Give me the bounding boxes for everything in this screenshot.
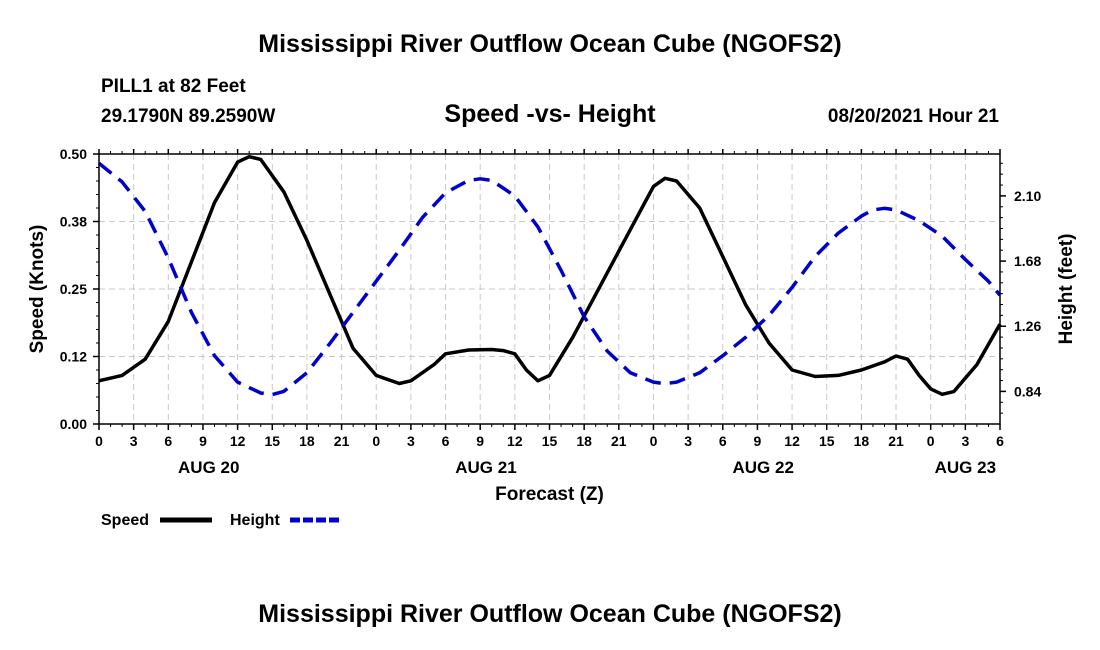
station-label: PILL1 at 82 Feet bbox=[101, 76, 246, 97]
x-tick-label: 12 bbox=[507, 433, 523, 449]
chart-subtitle: Speed -vs- Height bbox=[444, 100, 656, 128]
footer-title: Mississippi River Outflow Ocean Cube (NG… bbox=[258, 600, 842, 628]
legend-label-height: Height bbox=[230, 512, 280, 529]
day-label: AUG 20 bbox=[178, 458, 239, 477]
x-tick-label: 6 bbox=[164, 433, 172, 449]
y2-tick-label: 0.84 bbox=[1014, 383, 1041, 399]
x-tick-label: 3 bbox=[407, 433, 415, 449]
series-line-speed bbox=[98, 154, 1002, 397]
x-tick-label: 9 bbox=[754, 433, 762, 449]
y-tick-label: 0.00 bbox=[60, 416, 87, 432]
x-tick-label: 3 bbox=[961, 433, 969, 449]
legend-label-speed: Speed bbox=[101, 512, 149, 529]
day-label: AUG 23 bbox=[935, 458, 996, 477]
y-tick-label: 0.50 bbox=[60, 146, 87, 162]
x-tick-label: 0 bbox=[650, 433, 658, 449]
x-tick-label: 9 bbox=[199, 433, 207, 449]
x-tick-label: 18 bbox=[854, 433, 870, 449]
x-tick-label: 12 bbox=[784, 433, 800, 449]
y-tick-label: 0.12 bbox=[60, 349, 87, 365]
chart-title: Mississippi River Outflow Ocean Cube (NG… bbox=[258, 30, 842, 58]
x-tick-label: 0 bbox=[95, 433, 103, 449]
x-tick-label: 21 bbox=[334, 433, 350, 449]
x-tick-label: 15 bbox=[264, 433, 280, 449]
y-tick-label: 0.25 bbox=[60, 281, 87, 297]
station-coordinates: 29.1790N 89.2590W bbox=[101, 106, 276, 127]
x-tick-label: 3 bbox=[684, 433, 692, 449]
series-line-height bbox=[97, 161, 1002, 397]
x-tick-label: 0 bbox=[927, 433, 935, 449]
y2-tick-label: 1.68 bbox=[1014, 253, 1041, 269]
x-tick-label: 21 bbox=[611, 433, 627, 449]
y2-axis-title: Height (feet) bbox=[1056, 234, 1077, 345]
x-tick-label: 9 bbox=[476, 433, 484, 449]
y2-tick-label: 1.26 bbox=[1014, 318, 1041, 334]
x-axis-title: Forecast (Z) bbox=[495, 484, 604, 505]
forecast-datetime: 08/20/2021 Hour 21 bbox=[827, 106, 999, 127]
x-tick-label: 18 bbox=[299, 433, 315, 449]
x-tick-label: 3 bbox=[130, 433, 138, 449]
x-tick-label: 6 bbox=[442, 433, 450, 449]
x-tick-label: 15 bbox=[542, 433, 558, 449]
x-tick-label: 6 bbox=[719, 433, 727, 449]
x-tick-label: 15 bbox=[819, 433, 835, 449]
day-label: AUG 21 bbox=[455, 458, 516, 477]
x-tick-label: 18 bbox=[576, 433, 592, 449]
x-tick-label: 6 bbox=[996, 433, 1004, 449]
x-tick-label: 0 bbox=[372, 433, 380, 449]
x-tick-label: 12 bbox=[230, 433, 246, 449]
y-axis-title: Speed (Knots) bbox=[27, 225, 48, 354]
x-tick-label: 21 bbox=[888, 433, 904, 449]
day-label: AUG 22 bbox=[732, 458, 793, 477]
y-tick-label: 0.38 bbox=[60, 214, 87, 230]
y2-tick-label: 2.10 bbox=[1014, 188, 1041, 204]
